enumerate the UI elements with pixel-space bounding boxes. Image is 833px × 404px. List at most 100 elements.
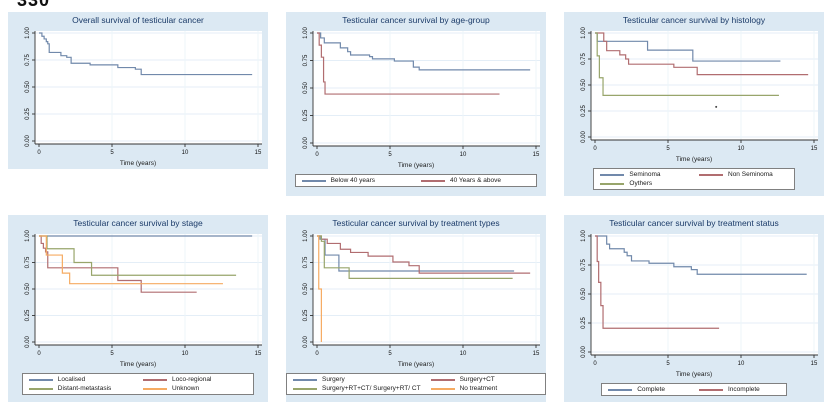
svg-text:0.75: 0.75 [25, 256, 31, 268]
panel-histology: Testicular cancer survival by histology … [564, 12, 824, 196]
panel-age-group: Testicular cancer survival by age-group … [286, 12, 546, 196]
legend-label: Surgery+CT [459, 376, 495, 383]
legend-item: Non Seminoma [699, 171, 788, 178]
chart-title: Overall survival of testicular cancer [72, 15, 204, 25]
legend-label: Incomplete [728, 386, 760, 393]
legend-label: Unknown [171, 385, 200, 392]
legend-label: Localised [57, 376, 86, 383]
legend-label: No treatment [459, 385, 498, 392]
svg-text:0.50: 0.50 [581, 79, 587, 91]
legend-label: Distant-metastasis [57, 385, 112, 392]
legend-line-swatch [600, 182, 625, 185]
legend-item: Surgery [293, 376, 421, 383]
svg-text:5: 5 [388, 152, 392, 158]
svg-text:0: 0 [593, 146, 597, 152]
svg-text:0.00: 0.00 [303, 336, 309, 348]
panel-overall-survival: Overall survival of testicular cancer 0.… [8, 12, 268, 169]
svg-text:0: 0 [37, 150, 41, 156]
svg-text:0.75: 0.75 [25, 54, 31, 66]
legend-label: 40 Years & above [449, 177, 501, 184]
legend: Seminoma Non Seminoma Oythers [593, 168, 795, 190]
svg-text:5: 5 [110, 150, 114, 156]
legend-item: Localised [28, 376, 133, 383]
legend: Below 40 years 40 Years & above [294, 174, 538, 187]
legend-line-swatch [293, 378, 317, 381]
legend-item: Surgery+CT [430, 376, 539, 383]
legend-line-swatch [600, 173, 625, 176]
chart-title: Testicular cancer survival by stage [73, 218, 203, 228]
svg-text:1.00: 1.00 [303, 27, 309, 39]
svg-text:0.75: 0.75 [581, 53, 587, 65]
svg-text:1.00: 1.00 [303, 230, 309, 242]
legend-item: Below 40 years [301, 177, 411, 184]
svg-text:1.00: 1.00 [25, 27, 31, 39]
svg-text:0.25: 0.25 [581, 105, 587, 117]
chart-title: Testicular cancer survival by histology [622, 15, 766, 25]
x-axis-label: Time (years) [119, 160, 157, 167]
svg-text:15: 15 [255, 150, 262, 156]
km-plot-age-group: 0.00 0.25 0.50 0.75 1.00 0 5 10 15 [303, 27, 540, 158]
svg-text:15: 15 [811, 146, 818, 152]
legend-item: Oythers [600, 180, 689, 187]
legend: Localised Loco-regional Distant-metastasis… [21, 373, 255, 395]
legend-item: Distant-metastasis [28, 385, 133, 392]
svg-text:0.00: 0.00 [25, 336, 31, 348]
svg-text:5: 5 [666, 361, 670, 367]
chart-title: Testicular cancer survival by treatment … [609, 218, 779, 228]
svg-text:0: 0 [593, 361, 597, 367]
svg-text:0.25: 0.25 [303, 309, 309, 321]
legend-item: No treatment [430, 385, 539, 392]
x-axis-label: Time (years) [397, 361, 435, 368]
svg-text:10: 10 [460, 351, 467, 357]
svg-text:0.25: 0.25 [303, 109, 309, 121]
svg-text:15: 15 [811, 361, 818, 367]
svg-text:5: 5 [666, 146, 670, 152]
svg-text:10: 10 [738, 361, 745, 367]
legend-line-swatch [28, 378, 53, 381]
chart-title: Testicular cancer survival by age-group [342, 15, 490, 25]
legend-item: Complete [608, 386, 689, 393]
svg-text:10: 10 [182, 150, 189, 156]
chart-title: Testicular cancer survival by treatment … [332, 218, 500, 228]
legend-item: Surgery+RT+CT/ Surgery+RT/ CT [293, 385, 421, 392]
legend-line-swatch [699, 173, 723, 176]
legend-line-swatch [430, 387, 455, 390]
km-plot-treatment-status: 0.00 0.25 0.50 0.75 1.00 0 5 10 15 [581, 230, 818, 367]
legend-label: Below 40 years [330, 177, 376, 184]
legend-item: Unknown [142, 385, 247, 392]
svg-text:0: 0 [315, 351, 319, 357]
svg-text:0.75: 0.75 [303, 54, 309, 66]
legend-line-swatch [28, 387, 53, 390]
svg-text:0.00: 0.00 [581, 346, 587, 358]
svg-text:0.25: 0.25 [25, 309, 31, 321]
svg-text:15: 15 [533, 351, 540, 357]
legend-item: Seminoma [600, 171, 689, 178]
panel-treatment-status: Testicular cancer survival by treatment … [564, 215, 824, 402]
legend: Surgery Surgery+CT Surgery+RT+CT/ Surgery+… [286, 373, 546, 395]
panel-treatment-types: Testicular cancer survival by treatment … [286, 215, 546, 402]
svg-text:0.00: 0.00 [25, 135, 31, 147]
svg-text:0.50: 0.50 [25, 81, 31, 93]
svg-text:0.75: 0.75 [303, 256, 309, 268]
x-axis-label: Time (years) [675, 371, 713, 378]
legend-line-swatch [142, 378, 167, 381]
svg-text:0.25: 0.25 [25, 108, 31, 120]
km-plot-overall: 0.00 0.25 0.50 0.75 1.00 0 5 10 15 [25, 27, 262, 156]
svg-text:5: 5 [110, 351, 114, 357]
svg-text:10: 10 [460, 152, 467, 158]
svg-text:0.50: 0.50 [581, 288, 587, 300]
svg-text:1.00: 1.00 [25, 230, 31, 242]
svg-text:15: 15 [255, 351, 262, 357]
svg-text:5: 5 [388, 351, 392, 357]
legend-line-swatch [699, 388, 723, 391]
legend-line-swatch [142, 387, 167, 390]
legend-line-swatch [293, 387, 317, 390]
svg-text:0.50: 0.50 [303, 283, 309, 295]
legend-label: Surgery+RT+CT/ Surgery+RT/ CT [322, 385, 421, 392]
legend-label: Loco-regional [171, 376, 212, 383]
x-axis-label: Time (years) [675, 156, 713, 163]
svg-text:1.00: 1.00 [581, 230, 587, 242]
svg-text:0.25: 0.25 [581, 317, 587, 329]
svg-text:0: 0 [315, 152, 319, 158]
